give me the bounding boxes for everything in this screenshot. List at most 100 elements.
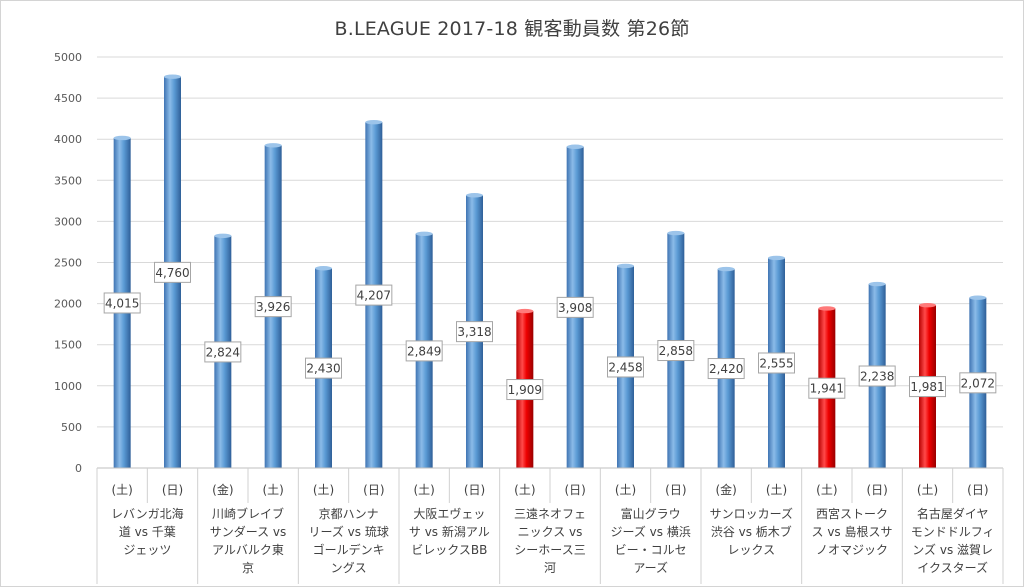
data-label: 4,760 bbox=[154, 261, 191, 283]
group-label-line: ニックス vs bbox=[518, 525, 583, 539]
group-label-line: 西宮ストーク bbox=[816, 506, 888, 521]
bar-cap bbox=[617, 263, 634, 269]
group-label: 西宮ストークス vs 島根スサノオマジック bbox=[812, 506, 893, 557]
x-tick-label: (土) bbox=[917, 483, 938, 497]
data-label-text: 2,824 bbox=[206, 345, 240, 359]
data-label: 2,430 bbox=[305, 357, 342, 379]
data-label-text: 2,238 bbox=[860, 370, 894, 384]
data-label-text: 2,458 bbox=[608, 360, 642, 374]
group-label-line: ジーズ vs 横浜 bbox=[610, 524, 690, 539]
group-label-line: 京 bbox=[242, 561, 254, 575]
data-label: 2,849 bbox=[405, 340, 443, 362]
y-tick-label: 0 bbox=[75, 462, 82, 475]
data-label: 1,909 bbox=[506, 379, 544, 401]
data-label-box bbox=[405, 340, 443, 362]
data-label-box bbox=[858, 365, 896, 387]
data-label-box bbox=[305, 357, 342, 379]
bar-cap bbox=[113, 135, 131, 141]
data-label-box bbox=[204, 341, 242, 363]
data-label-text: 1,941 bbox=[810, 382, 844, 396]
x-tick-label: (金) bbox=[715, 482, 736, 497]
data-label-box bbox=[808, 377, 846, 399]
group-label: 京都ハンナリーズ vs 琉球ゴールデンキングス bbox=[308, 507, 388, 575]
x-tick-label: (土) bbox=[816, 483, 837, 497]
data-label-text: 1,909 bbox=[508, 383, 542, 397]
group-label-line: ビー・コルセ bbox=[615, 543, 687, 557]
group-label-line: モンドドルフィ bbox=[911, 525, 995, 539]
data-label: 2,420 bbox=[707, 358, 745, 380]
group-label-line: ノオマジック bbox=[816, 543, 888, 557]
data-label-box bbox=[254, 296, 292, 318]
x-tick-label: (金) bbox=[212, 482, 233, 497]
group-label-line: リーズ vs 琉球 bbox=[308, 524, 388, 539]
data-label-text: 2,555 bbox=[759, 356, 793, 370]
bar-cap bbox=[164, 74, 181, 79]
data-label-box bbox=[506, 379, 544, 401]
data-label-box bbox=[959, 372, 997, 394]
y-tick-label: 3000 bbox=[54, 215, 82, 228]
group-label-line: サンロッカーズ bbox=[710, 506, 793, 521]
group-label-line: ビレックスBB bbox=[411, 543, 487, 557]
bar-cap bbox=[919, 302, 936, 308]
group-label-line: 河 bbox=[544, 561, 556, 575]
chart-title: B.LEAGUE 2017-18 観客動員数 第26節 bbox=[334, 18, 690, 40]
x-tick-label: (日) bbox=[464, 483, 485, 497]
x-tick-label: (日) bbox=[967, 483, 988, 497]
group-label: レバンガ北海道 vs 千葉ジェッツ bbox=[111, 506, 184, 557]
y-tick-label: 500 bbox=[61, 421, 82, 434]
bar-cap bbox=[415, 231, 433, 237]
data-label-text: 2,420 bbox=[709, 362, 743, 376]
data-label: 4,015 bbox=[103, 292, 141, 314]
group-label-line: 川崎ブレイブ bbox=[212, 506, 284, 521]
data-label-text: 4,760 bbox=[155, 266, 189, 280]
data-label-box bbox=[909, 376, 946, 398]
group-label-line: ンズ vs 滋賀レ bbox=[912, 542, 993, 557]
data-label: 2,858 bbox=[657, 340, 695, 362]
data-label: 3,908 bbox=[556, 296, 594, 318]
data-label: 2,072 bbox=[959, 372, 997, 394]
data-label: 2,238 bbox=[858, 365, 896, 387]
bar-cap bbox=[667, 230, 685, 236]
x-tick-label: (土) bbox=[766, 483, 787, 497]
y-tick-label: 1500 bbox=[54, 339, 82, 352]
data-label-box bbox=[154, 261, 191, 283]
bar-cap bbox=[969, 295, 987, 300]
bar-cap bbox=[566, 144, 584, 149]
y-tick-label: 2500 bbox=[54, 257, 82, 270]
bar-cap bbox=[868, 281, 886, 287]
group-label-line: ジェッツ bbox=[123, 543, 171, 557]
data-label: 2,824 bbox=[204, 341, 242, 363]
data-label-box bbox=[456, 321, 493, 343]
group-label-line: サ vs 新潟アル bbox=[409, 524, 490, 539]
x-tick-label: (日) bbox=[162, 483, 183, 497]
group-label: 大阪エヴェッサ vs 新潟アルビレックスBB bbox=[409, 506, 490, 557]
y-tick-label: 2000 bbox=[54, 298, 82, 311]
x-tick-label: (日) bbox=[665, 483, 686, 497]
group-label: 富山グラウジーズ vs 横浜ビー・コルセアーズ bbox=[610, 506, 690, 575]
data-label-box bbox=[355, 284, 393, 306]
group-label-line: ス vs 島根スサ bbox=[812, 524, 893, 539]
bar-cap bbox=[818, 306, 836, 311]
group-label: 川崎ブレイブサンダース vs アルバルク東京 bbox=[210, 506, 287, 575]
x-tick-label: (土) bbox=[313, 483, 334, 497]
x-tick-label: (日) bbox=[564, 483, 585, 497]
bar-cap bbox=[365, 119, 383, 125]
y-tick-label: 1000 bbox=[54, 380, 82, 393]
data-label-text: 2,849 bbox=[407, 344, 441, 358]
group-label-line: レックス bbox=[728, 543, 776, 557]
bar-cap bbox=[717, 266, 735, 272]
data-label-text: 2,072 bbox=[961, 376, 995, 390]
group-label-line: 道 vs 千葉 bbox=[119, 525, 176, 539]
y-tick-label: 3500 bbox=[54, 174, 82, 187]
bar-cap bbox=[264, 143, 282, 148]
data-label-text: 2,430 bbox=[306, 362, 340, 376]
group-label-line: サンダース vs bbox=[210, 524, 287, 539]
data-label-box bbox=[607, 356, 644, 378]
y-tick-label: 5000 bbox=[54, 51, 82, 64]
x-tick-label: (日) bbox=[363, 483, 384, 497]
data-label-box bbox=[758, 352, 795, 374]
x-tick-label: (土) bbox=[111, 483, 132, 497]
data-label-box bbox=[657, 340, 695, 362]
x-tick-label: (土) bbox=[413, 483, 434, 497]
